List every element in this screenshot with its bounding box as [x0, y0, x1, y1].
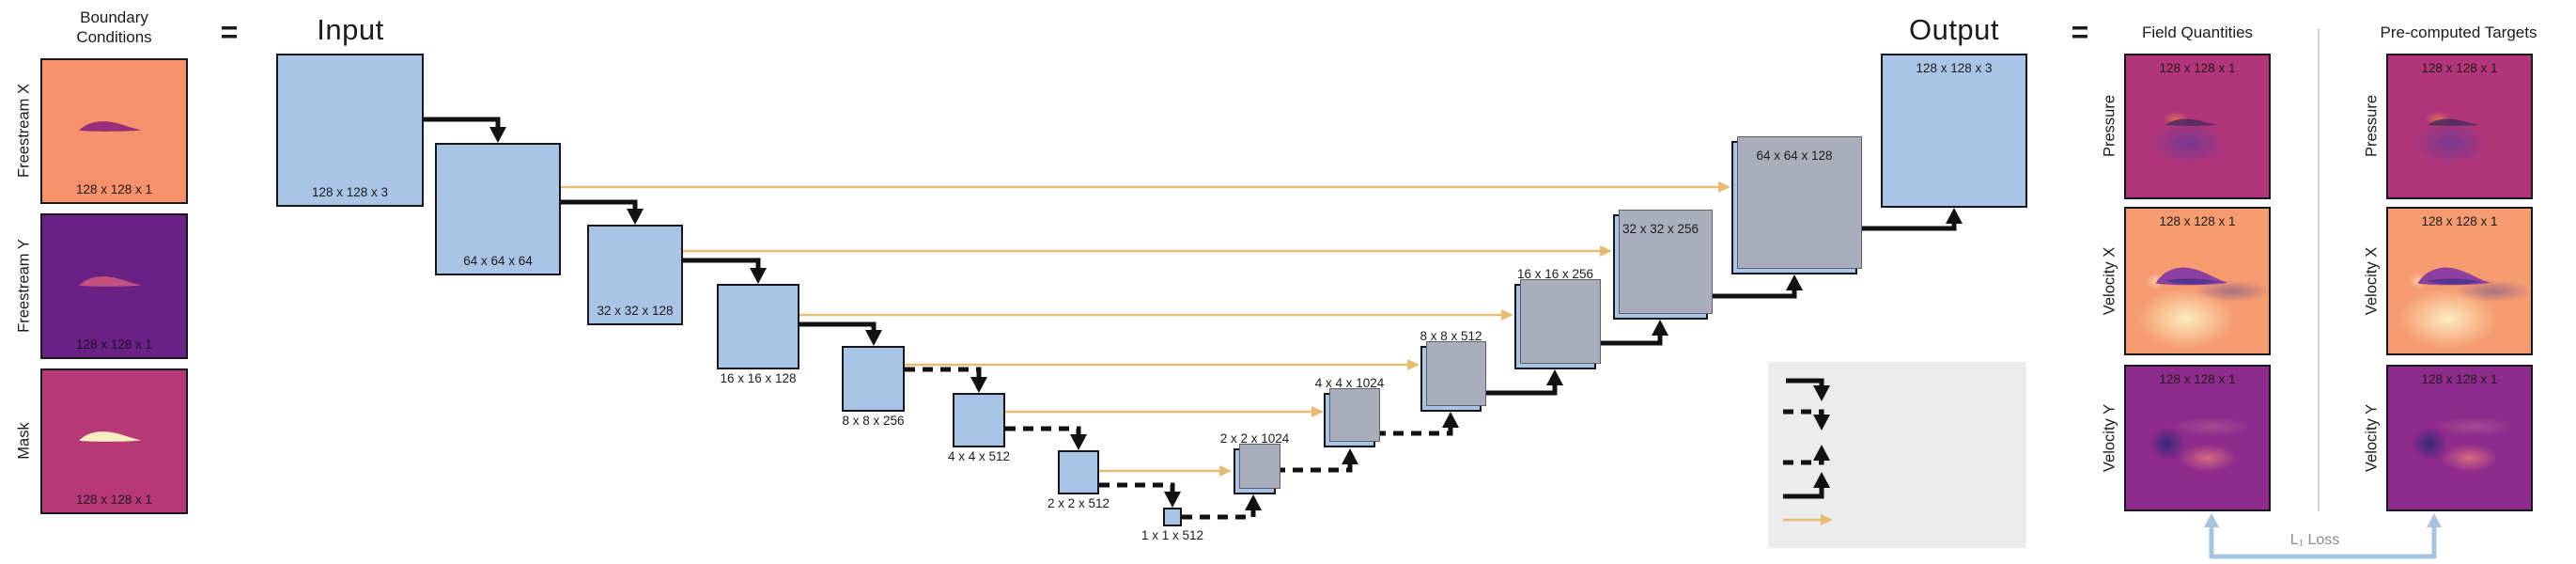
- layer-input: 128 x 128 x 3: [276, 54, 424, 207]
- field-quantities-title: Field Quantities: [2141, 24, 2254, 41]
- freestream-x-label: Freestream X: [15, 84, 33, 178]
- layer-dims: 4 x 4 x 512: [947, 449, 1011, 463]
- target-velocity-y-image: 128 x 128 x 1: [2386, 365, 2533, 511]
- layer-output: 128 x 128 x 3: [1881, 54, 2027, 208]
- layer-enc2: 2 x 2 x 512: [1047, 450, 1110, 510]
- layer-dims: 16 x 16 x 128: [720, 371, 797, 385]
- layer-enc4: 4 x 4 x 512: [948, 393, 1010, 463]
- image-dims: 128 x 128 x 1: [2421, 61, 2498, 75]
- image-dims: 128 x 128 x 1: [2159, 61, 2236, 75]
- image-dims: 128 x 128 x 1: [75, 493, 153, 507]
- airfoil-shape: [2417, 267, 2491, 285]
- airfoil-shape: [78, 276, 142, 288]
- image-dims: 128 x 128 x 1: [2159, 372, 2236, 386]
- legend-panel: [1768, 362, 2026, 548]
- pressure-label: Pressure: [2363, 94, 2381, 158]
- layer-dims: 2 x 2 x 1024: [1219, 431, 1290, 446]
- image-dims: 128 x 128 x 1: [75, 337, 153, 352]
- layer-enc64: 64 x 64 x 64: [435, 143, 561, 275]
- freestream-y-label: Freestream Y: [15, 239, 33, 333]
- target-velocity-x-image: 128 x 128 x 1: [2386, 207, 2533, 355]
- layer-dims: 1 x 1 x 512: [1141, 528, 1204, 542]
- layer-dims: 4 x 4 x 1024: [1314, 376, 1385, 390]
- airfoil-shape: [2427, 118, 2480, 127]
- output-title: Output: [1908, 13, 2000, 46]
- image-dims: 128 x 128 x 1: [2421, 372, 2498, 386]
- layer-dims: 64 x 64 x 128: [1756, 149, 1833, 163]
- layer-dims: 64 x 64 x 64: [463, 254, 533, 268]
- mask-image: 128 x 128 x 1: [40, 368, 188, 514]
- airfoil-shape: [2155, 267, 2228, 285]
- precomputed-targets-title: Pre-computed Targets: [2380, 24, 2537, 41]
- layer-dims: 8 x 8 x 512: [1420, 329, 1482, 343]
- layer-dims: 16 x 16 x 256: [1516, 267, 1594, 281]
- airfoil-shape: [2165, 118, 2218, 127]
- equals-sign-left: =: [220, 15, 239, 49]
- airfoil-shape: [78, 121, 142, 133]
- layer-dec16: 16 x 16 x 256: [1514, 267, 1601, 369]
- freestream-x-image: 128 x 128 x 1: [40, 58, 188, 204]
- field-pressure-image: 128 x 128 x 1: [2124, 54, 2271, 199]
- image-dims: 128 x 128 x 1: [2159, 214, 2236, 228]
- input-title: Input: [317, 13, 384, 46]
- layer-enc8: 8 x 8 x 256: [842, 346, 905, 428]
- mask-label: Mask: [15, 422, 33, 460]
- airfoil-shape: [78, 431, 142, 443]
- layer-dec8: 8 x 8 x 512: [1420, 329, 1486, 412]
- velocity-x-label: Velocity X: [2363, 246, 2381, 316]
- image-dims: 128 x 128 x 1: [2421, 214, 2498, 228]
- layer-dims: 32 x 32 x 128: [597, 304, 674, 318]
- velocity-y-label: Velocity Y: [2101, 403, 2118, 473]
- boundary-conditions-title: Boundary Conditions: [76, 8, 152, 47]
- layer-dims: 2 x 2 x 512: [1047, 496, 1110, 510]
- equals-sign-right: =: [2071, 15, 2089, 49]
- layer-dims: 8 x 8 x 256: [842, 414, 905, 428]
- layer-dec2: 2 x 2 x 1024: [1220, 431, 1289, 494]
- field-velocity-y-image: 128 x 128 x 1: [2124, 365, 2271, 511]
- layer-dims: 128 x 128 x 3: [1916, 61, 1993, 75]
- field-velocity-x-image: 128 x 128 x 1: [2124, 207, 2271, 355]
- layer-dec64: 64 x 64 x 128: [1731, 136, 1862, 274]
- target-pressure-image: 128 x 128 x 1: [2386, 54, 2533, 199]
- pressure-label: Pressure: [2101, 94, 2118, 158]
- velocity-x-label: Velocity X: [2101, 246, 2118, 316]
- freestream-y-image: 128 x 128 x 1: [40, 213, 188, 359]
- layer-enc32: 32 x 32 x 128: [587, 225, 683, 325]
- l1-loss-label: L₁ Loss: [2289, 532, 2340, 548]
- layer-dec32: 32 x 32 x 256: [1613, 210, 1713, 320]
- layer-dims: 32 x 32 x 256: [1622, 222, 1699, 236]
- image-dims: 128 x 128 x 1: [75, 182, 153, 196]
- layer-dec4: 4 x 4 x 1024: [1315, 376, 1384, 447]
- layer-bottleneck: 1 x 1 x 512: [1141, 508, 1203, 542]
- layer-dims: 128 x 128 x 3: [311, 185, 389, 199]
- layer-enc16: 16 x 16 x 128: [717, 284, 799, 385]
- velocity-y-label: Velocity Y: [2363, 403, 2381, 473]
